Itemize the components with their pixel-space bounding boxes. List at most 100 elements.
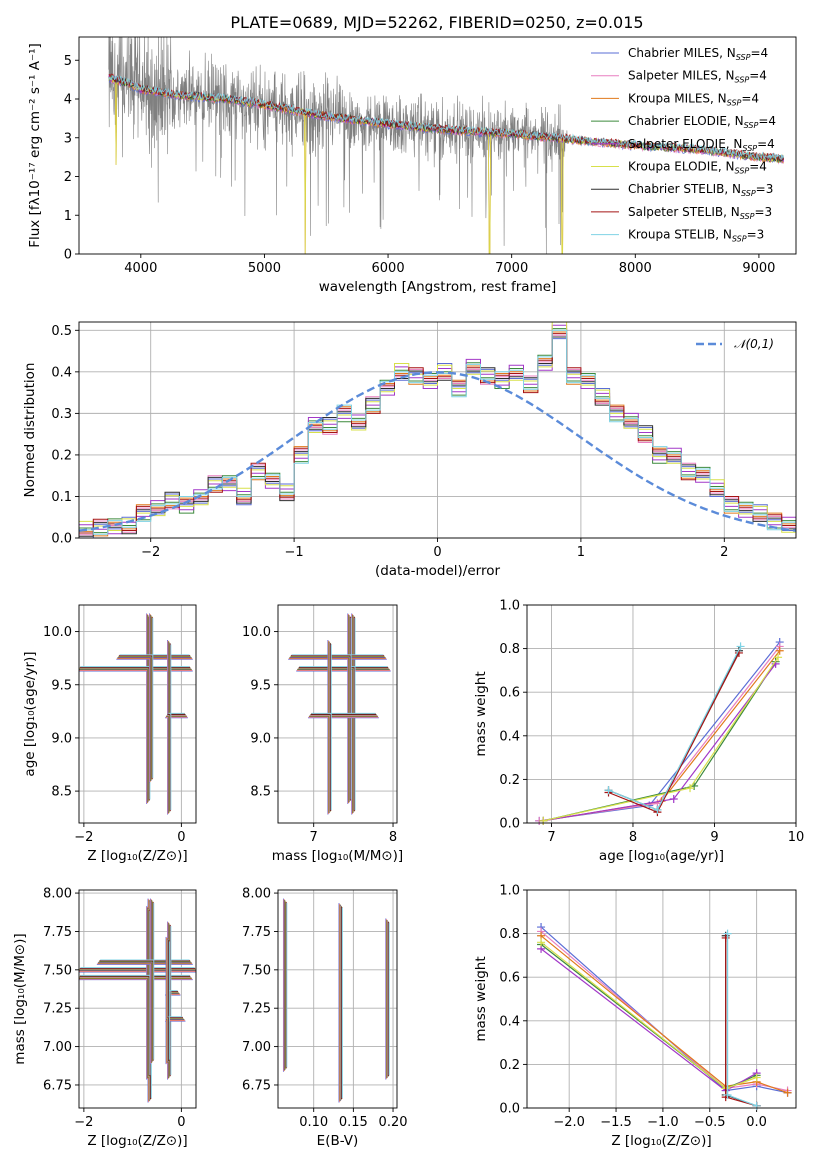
axes-frame (277, 604, 398, 824)
y-tick-label: 7.00 (242, 1040, 271, 1055)
y-tick-label: 6.75 (242, 1078, 271, 1093)
mass-weight-marker (752, 1101, 761, 1110)
y-tick-label: 0.2 (499, 773, 520, 788)
x-tick-label: 8000 (619, 261, 652, 276)
legend-label-3: Kroupa MILES, NSSP=4 (628, 91, 759, 107)
y-tick-label: 0.1 (51, 490, 72, 505)
x-tick-label: 1 (577, 545, 585, 560)
y-tick-label: 10.0 (242, 625, 271, 640)
figure-title: PLATE=0689, MJD=52262, FIBERID=0250, z=0… (230, 13, 643, 32)
x-tick-label: 6000 (372, 261, 405, 276)
mass-weight-marker (669, 795, 678, 804)
axes-frame (78, 36, 797, 255)
axes-frame (78, 604, 197, 824)
legend-label-2: Salpeter MILES, NSSP=4 (628, 69, 767, 85)
residual-histogram-1 (79, 338, 796, 538)
x-tick-label: 0.15 (339, 1115, 368, 1130)
x-tick-label: 0 (177, 830, 185, 845)
mass-weight-marker (539, 816, 548, 825)
y-tick-label: 0.4 (499, 1014, 520, 1029)
y-tick-label: 8.00 (242, 887, 271, 902)
axes-frame (78, 889, 197, 1109)
mass-weight-marker (723, 929, 732, 938)
mass-weight-marker (604, 786, 613, 795)
mass-weight-line-6 (543, 656, 779, 822)
x-axis-label: Z [log₁₀(Z/Z⊙)] (611, 1133, 711, 1149)
axes-frame (78, 321, 797, 539)
y-tick-label: 0.4 (51, 365, 72, 380)
axes-frame (526, 604, 797, 824)
panel-residual-hist: −2 −1 0 1 2 0.0 0.1 0.2 0.3 0.4 0.5 (data-model)/er… (22, 321, 797, 579)
x-tick-label: 4000 (124, 261, 157, 276)
y-axis-label: mass weight (473, 671, 489, 756)
mass-weight-marker (721, 1093, 730, 1102)
mass-weight-marker (686, 784, 695, 793)
y-tick-label: 8.5 (250, 785, 271, 800)
y-tick-label: 7.50 (43, 963, 72, 978)
y-tick-label: 8.00 (43, 887, 72, 902)
mass-weight-line-8 (608, 652, 740, 813)
y-tick-label: 0.0 (51, 532, 72, 547)
axes-frame (277, 889, 398, 1109)
panel-age-vs-Z: −2 0 8.5 9.0 9.5 10.0 Z [log₁₀(Z/Z⊙)] age [log₁… (22, 604, 197, 864)
x-tick-label: 0.0 (746, 1115, 767, 1130)
mass-weight-line-5 (543, 663, 777, 822)
x-axis-label: (data-model)/error (375, 563, 501, 579)
y-tick-label: 9.5 (250, 678, 271, 693)
y-tick-label: 0.8 (499, 927, 520, 942)
mass-weight-marker (783, 1088, 792, 1097)
y-tick-label: 0.0 (499, 817, 520, 832)
x-tick-label: 0 (177, 1115, 185, 1130)
spectrum-legend: Chabrier MILES, NSSP=4 Salpeter MILES, NS… (591, 46, 776, 244)
legend-label-7: Chabrier STELIB, NSSP=3 (628, 182, 773, 198)
panel-mass-vs-ebv: 0.10 0.15 0.20 6.75 7.00 7.25 7.50 7.75 8.00 E(B-… (242, 887, 407, 1149)
y-tick-label: 6.75 (43, 1078, 72, 1093)
y-tick-label: 1.0 (499, 599, 520, 614)
y-tick-label: 0.2 (499, 1058, 520, 1073)
legend-label-5: Salpeter ELODIE, NSSP=4 (628, 137, 775, 153)
y-tick-label: 1 (64, 209, 72, 224)
y-tick-label: 2 (64, 170, 72, 185)
y-tick-label: 0.6 (499, 686, 520, 701)
x-tick-label: 9000 (742, 261, 775, 276)
residual-histogram-8 (79, 333, 796, 537)
mass-weight-marker (653, 805, 662, 814)
y-axis-label: mass weight (473, 956, 489, 1041)
x-tick-label: 2 (720, 545, 728, 560)
y-tick-label: 9.0 (250, 731, 271, 746)
y-tick-label: 7.25 (242, 1002, 271, 1017)
x-axis-label: Z [log₁₀(Z/Z⊙)] (87, 1133, 187, 1149)
panel-massweight-vs-age: 7 8 9 10 0.0 0.2 0.4 0.6 0.8 1.0 age [log₁₀(age/yr… (473, 599, 804, 865)
y-axis-label: Normed distribution (22, 363, 38, 498)
residual-histogram-7 (79, 336, 796, 537)
x-tick-label: 10 (788, 830, 805, 845)
mass-weight-marker (723, 1090, 732, 1099)
legend-label-6: Kroupa ELODIE, NSSP=4 (628, 160, 767, 176)
mass-weight-line-4 (543, 661, 777, 822)
y-tick-label: 3 (64, 131, 72, 146)
y-tick-label: 7.25 (43, 1002, 72, 1017)
mass-weight-marker (775, 646, 784, 655)
x-tick-label: 7 (310, 830, 318, 845)
panel-age-vs-mass: 7 8 8.5 9.0 9.5 10.0 mass [log₁₀(M/M⊙)] (242, 604, 403, 864)
x-tick-label: −2 (74, 1115, 93, 1130)
y-tick-label: 7.75 (242, 925, 271, 940)
x-tick-label: 0 (433, 545, 441, 560)
y-tick-label: 0.6 (499, 971, 520, 986)
mass-weight-marker (752, 1073, 761, 1082)
y-tick-label: 0.2 (51, 448, 72, 463)
legend-label-1: Chabrier MILES, NSSP=4 (628, 46, 768, 62)
y-tick-label: 7.00 (43, 1040, 72, 1055)
y-tick-label: 7.75 (43, 925, 72, 940)
x-tick-label: 5000 (248, 261, 281, 276)
panel-mass-vs-Z: −2 0 6.75 7.00 7.25 7.50 7.75 8.00 Z [log₁₀(Z/Z⊙… (12, 887, 197, 1149)
residual-histogram-3 (79, 331, 796, 537)
x-tick-label: −1 (285, 545, 304, 560)
legend-label-8: Salpeter STELIB, NSSP=3 (628, 205, 772, 221)
x-tick-label: 0.20 (379, 1115, 408, 1130)
normal-legend-label: 𝒩(0,1) (734, 337, 774, 351)
x-axis-label: wavelength [Angstrom, rest frame] (319, 279, 557, 295)
mass-weight-marker (537, 938, 546, 947)
mass-weight-line-1 (540, 926, 788, 1094)
x-tick-label: 9 (710, 830, 718, 845)
